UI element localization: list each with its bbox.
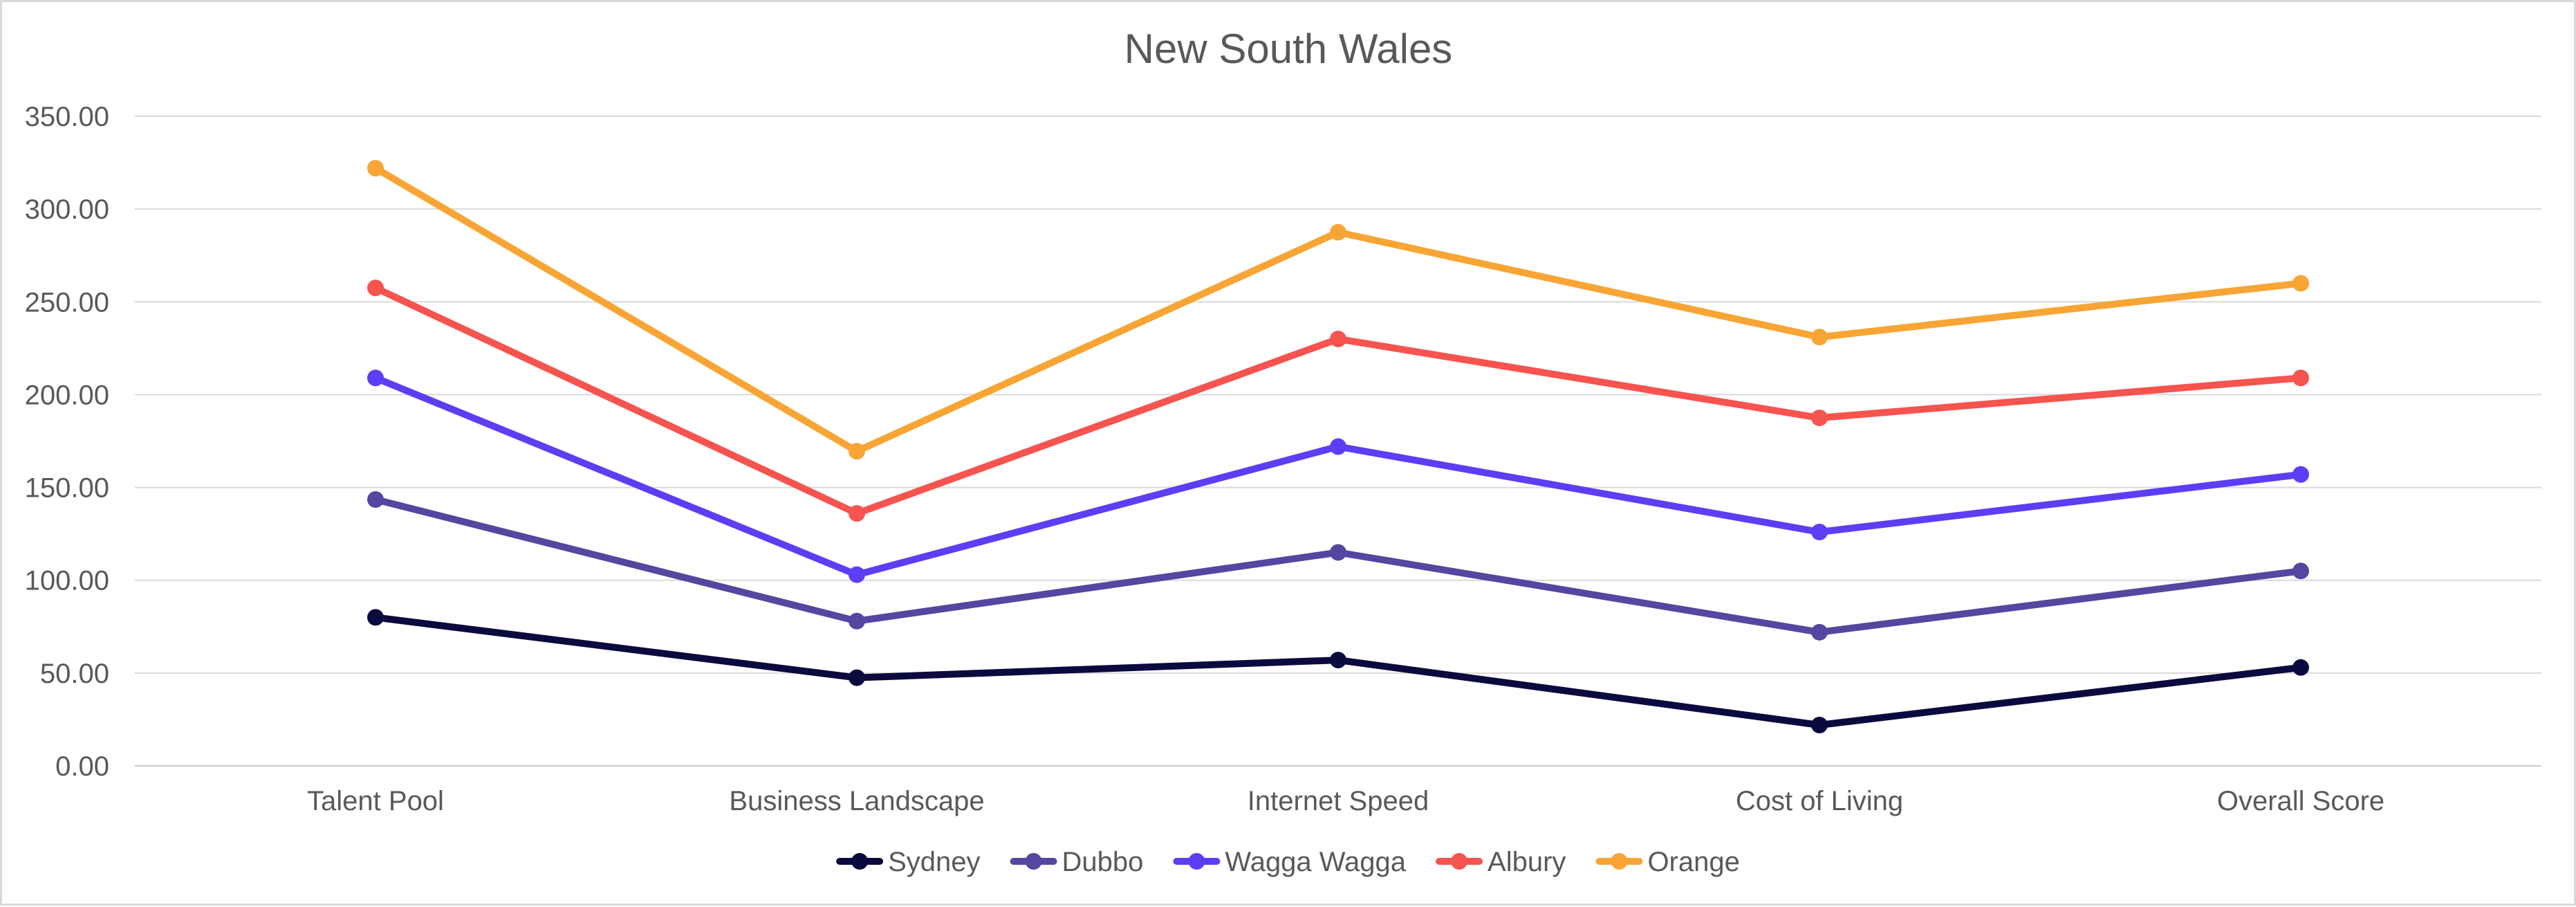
data-point (2292, 562, 2309, 580)
data-point (2292, 275, 2309, 292)
legend-swatch-marker (1611, 853, 1628, 870)
series (367, 369, 2309, 583)
gridlines (135, 116, 2541, 767)
x-axis-ticks: Talent Pool Business Landscape Internet Sp… (307, 786, 2384, 816)
legend-swatch-marker (1188, 853, 1205, 870)
series-line (372, 614, 2304, 729)
data-point (367, 491, 384, 509)
data-point (367, 280, 384, 297)
data-point (849, 566, 865, 583)
series (367, 491, 2309, 641)
y-tick-label: 250.00 (25, 287, 109, 318)
legend-label: Wagga Wagga (1225, 847, 1406, 877)
data-point (1811, 409, 1828, 426)
y-axis-ticks: 0.00 50.00 100.00 150.00 200.00 250.00 300.00 3… (25, 102, 109, 782)
legend: Sydney Dubbo Wagga Wagga Albury Orange (836, 847, 1740, 877)
y-tick-label: 350.00 (25, 102, 109, 132)
legend-item: Sydney (836, 847, 981, 877)
series (367, 160, 2309, 460)
data-point (1330, 223, 1346, 241)
data-point (1811, 716, 1828, 733)
data-point (2292, 659, 2309, 676)
data-point (1330, 438, 1346, 455)
data-point (2292, 369, 2309, 387)
legend-label: Albury (1488, 847, 1566, 877)
x-tick-label: Business Landscape (729, 786, 984, 816)
y-tick-label: 50.00 (40, 659, 109, 689)
data-point (849, 443, 865, 460)
data-point (1330, 652, 1346, 669)
y-tick-label: 200.00 (25, 380, 109, 410)
data-point (1811, 623, 1828, 641)
series-line (372, 284, 2304, 517)
series-line (372, 496, 2304, 636)
legend-swatch-marker (851, 853, 869, 870)
data-point (849, 669, 865, 686)
chart-title: New South Wales (1124, 26, 1453, 72)
series (367, 609, 2309, 733)
series-layer (367, 160, 2309, 733)
legend-item: Wagga Wagga (1173, 847, 1407, 877)
legend-item: Albury (1436, 847, 1566, 877)
y-tick-label: 300.00 (25, 194, 109, 225)
y-tick-label: 100.00 (25, 566, 109, 596)
x-tick-label: Overall Score (2217, 786, 2384, 816)
legend-item: Orange (1595, 847, 1740, 877)
data-point (1330, 544, 1346, 561)
data-point (849, 612, 865, 630)
data-point (367, 369, 384, 387)
x-tick-label: Cost of Living (1736, 786, 1903, 816)
legend-swatch-marker (1451, 853, 1468, 870)
legend-item: Dubbo (1010, 847, 1144, 877)
series (367, 280, 2309, 522)
data-point (1811, 329, 1828, 346)
data-point (849, 505, 865, 522)
legend-label: Dubbo (1062, 847, 1144, 877)
data-point (367, 160, 384, 177)
data-point (1811, 523, 1828, 540)
legend-label: Orange (1647, 847, 1739, 877)
x-tick-label: Talent Pool (307, 786, 444, 816)
legend-swatch-marker (1025, 853, 1042, 870)
data-point (2292, 466, 2309, 483)
y-tick-label: 0.00 (55, 751, 109, 782)
data-point (367, 609, 384, 626)
legend-label: Sydney (888, 847, 980, 877)
y-tick-label: 150.00 (25, 473, 109, 504)
series-line (372, 165, 2304, 455)
x-tick-label: Internet Speed (1248, 786, 1429, 816)
data-point (1330, 330, 1346, 347)
